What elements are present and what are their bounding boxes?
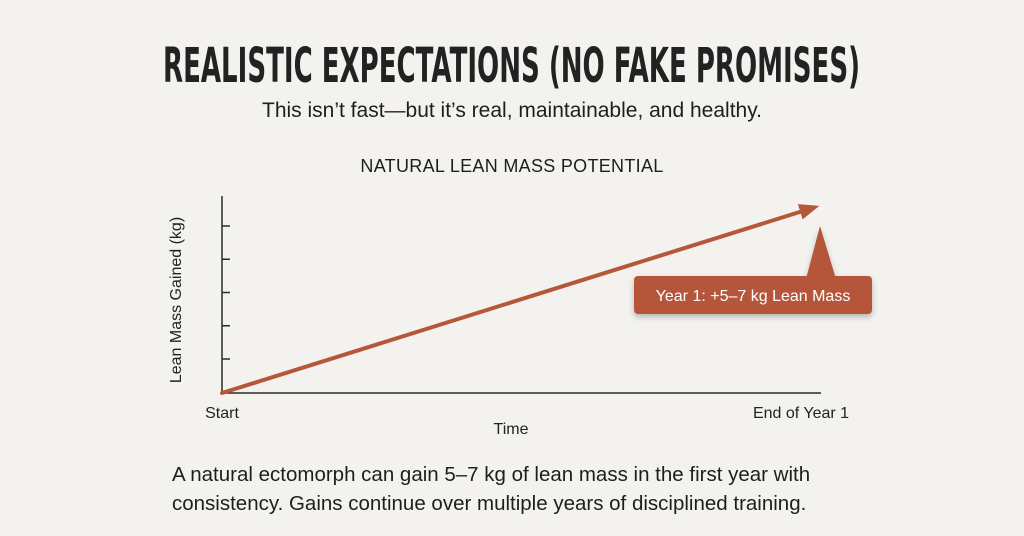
footer-line-2: consistency. Gains continue over multipl… xyxy=(172,492,807,515)
footer-line-1: A natural ectomorph can gain 5–7 kg of l… xyxy=(172,463,811,486)
callout-pointer xyxy=(806,226,836,279)
annotation-callout xyxy=(634,226,872,314)
page-title: REALISTIC EXPECTATIONS (NO FAKE PROMISES… xyxy=(163,38,860,94)
callout-box xyxy=(634,276,872,314)
x-tick-start: Start xyxy=(205,405,239,422)
x-axis-label: Time xyxy=(494,421,529,438)
chart: Year 1: +5–7 kg Lean Mass Start End of Y… xyxy=(168,196,872,438)
annotation-text: Year 1: +5–7 kg Lean Mass xyxy=(656,288,851,305)
arrow-head-icon xyxy=(797,204,820,220)
title-wrapper: REALISTIC EXPECTATIONS (NO FAKE PROMISES… xyxy=(163,38,860,94)
y-axis-label: Lean Mass Gained (kg) xyxy=(168,217,185,383)
trend-line xyxy=(220,208,808,395)
x-tick-end: End of Year 1 xyxy=(753,405,849,422)
subtitle: This isn’t fast—but it’s real, maintaina… xyxy=(262,99,762,122)
footer-text: A natural ectomorph can gain 5–7 kg of l… xyxy=(172,460,892,518)
chart-title: NATURAL LEAN MASS POTENTIAL xyxy=(360,156,664,176)
